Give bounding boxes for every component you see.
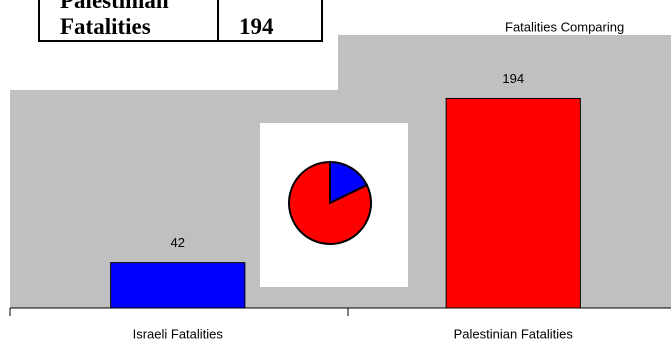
pie-slice xyxy=(288,160,372,245)
value-label: 194 xyxy=(502,71,524,86)
table: Palestinian Fatalities 194 xyxy=(38,0,323,42)
x-tick-label: Israeli Fatalities xyxy=(133,326,224,341)
table-cell: 194 xyxy=(217,0,323,42)
bar xyxy=(445,97,581,309)
x-tick-label: Palestinian Fatalities xyxy=(454,326,574,341)
bar xyxy=(110,262,246,309)
chart-title: Fatalities Comparing xyxy=(505,19,624,34)
value-label: 42 xyxy=(171,235,185,250)
table-row: Palestinian Fatalities 194 xyxy=(38,0,323,42)
table-cell: Palestinian Fatalities xyxy=(38,0,219,42)
